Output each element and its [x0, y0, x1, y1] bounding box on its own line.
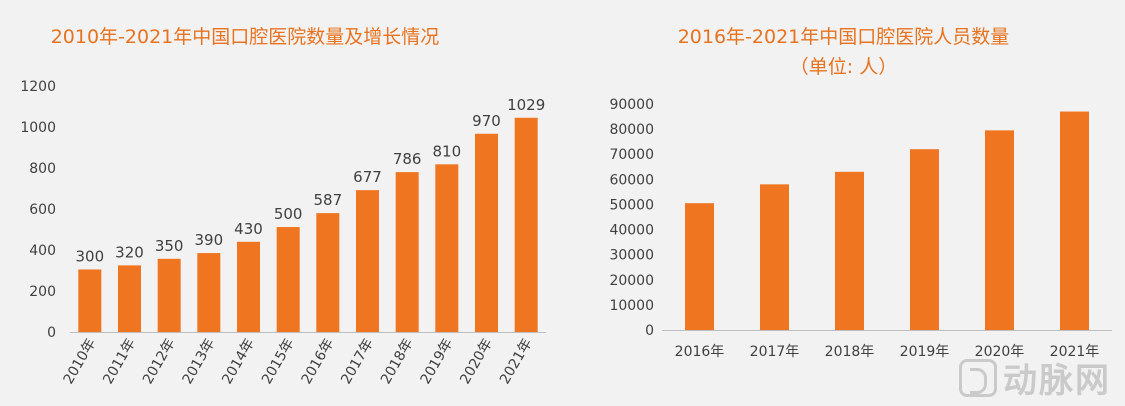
- x-tick-label: 2013年: [180, 336, 219, 387]
- y-tick-label: 40000: [609, 223, 654, 239]
- bar: [237, 241, 260, 332]
- left-chart-title: 2010年-2021年中国口腔医院数量及增长情况: [50, 26, 440, 48]
- data-label: 1029: [507, 96, 545, 114]
- bar: [1060, 111, 1089, 331]
- y-tick-label: 10000: [609, 298, 654, 314]
- x-tick-label: 2019年: [900, 344, 950, 360]
- data-label: 500: [274, 205, 303, 223]
- x-tick-label: 2020年: [457, 336, 496, 387]
- y-tick-label: 1000: [20, 120, 56, 136]
- x-tick-label: 2018年: [825, 344, 875, 360]
- bar: [835, 171, 864, 330]
- right-chart-subtitle: （单位: 人）: [789, 56, 898, 78]
- bar: [910, 149, 939, 330]
- x-tick-label: 2016年: [675, 344, 725, 360]
- bar: [197, 253, 221, 332]
- data-label: 390: [195, 231, 224, 249]
- x-tick-label: 2020年: [975, 344, 1025, 360]
- watermark: 动脉网: [959, 353, 1111, 402]
- y-tick-label: 60000: [609, 172, 654, 188]
- bar: [356, 190, 379, 332]
- data-label: 677: [353, 168, 382, 186]
- y-tick-label: 400: [29, 243, 56, 259]
- y-tick-label: 70000: [609, 147, 654, 163]
- data-label: 786: [393, 150, 422, 168]
- bar: [435, 164, 459, 332]
- bar: [395, 172, 419, 332]
- x-tick-label: 2016年: [299, 336, 338, 387]
- x-tick-label: 2021年: [1050, 344, 1100, 360]
- left-chart-panel: 2010年-2021年中国口腔医院数量及增长情况 0 200 400 600 800 10…: [0, 0, 562, 406]
- data-label: 587: [314, 191, 343, 209]
- data-label: 810: [433, 142, 462, 160]
- y-tick-label: 90000: [609, 97, 654, 113]
- right-chart-title: 2016年-2021年中国口腔医院人员数量: [677, 26, 1010, 48]
- watermark-logo-icon: [959, 358, 997, 397]
- right-chart-panel: 2016年-2021年中国口腔医院人员数量 （单位: 人） 0 10000 2000…: [562, 0, 1125, 406]
- y-tick-label: 0: [47, 325, 56, 341]
- data-label: 430: [234, 220, 263, 238]
- x-tick-label: 2019年: [418, 336, 457, 387]
- x-tick-label: 2021年: [497, 336, 536, 387]
- y-tick-label: 80000: [609, 122, 654, 138]
- x-tick-label: 2017年: [750, 344, 800, 360]
- x-tick-label: 2017年: [338, 336, 377, 387]
- x-tick-label: 2014年: [219, 336, 258, 387]
- bar: [475, 133, 498, 332]
- y-tick-label: 200: [29, 284, 56, 300]
- bar: [985, 130, 1014, 330]
- right-bar-chart: 0 10000 20000 30000 40000 50000 60000 70000 8000…: [609, 97, 1112, 360]
- x-tick-label: 2012年: [140, 336, 179, 387]
- bar: [760, 184, 789, 330]
- bar: [276, 227, 300, 332]
- y-tick-label: 0: [645, 323, 654, 339]
- x-tick-label: 2010年: [61, 336, 100, 387]
- x-tick-label: 2015年: [259, 336, 298, 387]
- y-tick-label: 800: [29, 161, 56, 177]
- y-tick-label: 30000: [609, 248, 654, 264]
- data-label: 350: [155, 237, 184, 255]
- data-label: 970: [472, 112, 501, 130]
- y-tick-label: 50000: [609, 197, 654, 213]
- y-tick-label: 1200: [20, 79, 56, 95]
- watermark-text: 动脉网: [1003, 361, 1111, 401]
- left-bar-chart: 0 200 400 600 800 1000 1200 300 2010年 320 2011年 350…: [20, 79, 546, 387]
- bar: [316, 213, 340, 332]
- bar: [685, 203, 714, 330]
- x-tick-label: 2018年: [378, 336, 417, 387]
- data-label: 320: [115, 243, 144, 261]
- bar: [78, 269, 102, 332]
- data-label: 300: [76, 247, 105, 265]
- bar: [514, 117, 538, 333]
- bar: [157, 258, 181, 332]
- y-tick-label: 20000: [609, 273, 654, 289]
- x-tick-label: 2011年: [100, 336, 139, 387]
- y-tick-label: 600: [29, 202, 56, 218]
- bar: [118, 265, 141, 332]
